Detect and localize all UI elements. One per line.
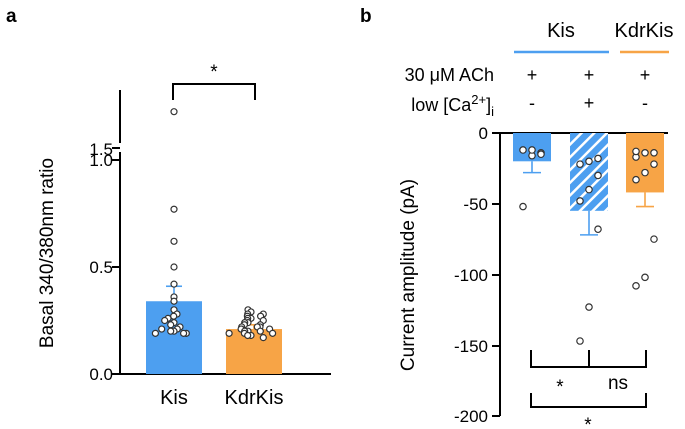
panel-a-point-0-13 bbox=[167, 321, 175, 329]
panel-b-point-2-5 bbox=[650, 160, 658, 168]
panel-a-point-0-11 bbox=[161, 316, 169, 325]
panel-b-point-0-5 bbox=[537, 150, 545, 159]
panel-a-points bbox=[151, 108, 277, 342]
panel-a-point-0-2 bbox=[170, 237, 178, 245]
panel-b-ca-value-kis-lowca: + bbox=[584, 93, 595, 113]
panel-b-group-label-kdrkis: KdrKis bbox=[615, 20, 674, 42]
panel-a-point-0-20 bbox=[151, 329, 159, 337]
panel-b-point-1-1 bbox=[585, 303, 593, 311]
panel-b-bars bbox=[513, 133, 664, 236]
panel-b-sig-label-3: * bbox=[584, 415, 592, 429]
panel-b-bar-1 bbox=[570, 133, 608, 211]
panel-b-ca-value-kdrkis: - bbox=[642, 93, 648, 113]
panel-b-condition-ach-label: 30 μM ACh bbox=[405, 65, 494, 85]
panel-a-y-axis-label: Basal 340/380nm ratio bbox=[37, 158, 58, 348]
panel-a-point-0-21 bbox=[180, 329, 188, 337]
panel-b-ach-value-kis-lowca: + bbox=[584, 65, 595, 85]
panel-b-point-2-2 bbox=[650, 235, 658, 243]
panel-b-ach-value-kdrkis: + bbox=[640, 65, 651, 85]
panel-b-point-0-3 bbox=[519, 146, 527, 154]
panel-b-group-label-kis: Kis bbox=[547, 20, 575, 42]
panel-a-point-0-3 bbox=[170, 263, 178, 271]
panel-a-point-1-27 bbox=[244, 331, 252, 340]
panel-b-point-2-4 bbox=[641, 168, 649, 177]
panel-b-bar-2 bbox=[626, 133, 664, 193]
panel-b-ytick-150: -150 bbox=[454, 337, 488, 356]
panel-a-category-kdrkis: KdrKis bbox=[225, 387, 284, 409]
panel-a-point-0-6 bbox=[170, 297, 178, 305]
panel-a-point-0-15 bbox=[158, 325, 166, 333]
panel-a-sig-label: * bbox=[210, 62, 218, 83]
panel-b-ca-value-kis: - bbox=[529, 93, 535, 113]
panel-a-letter: a bbox=[6, 6, 17, 27]
panel-a-point-1-22 bbox=[256, 327, 264, 335]
panel-a-ytick-1.5: 1.5 bbox=[89, 140, 113, 159]
panel-a-point-0-18 bbox=[167, 327, 175, 335]
panel-b-point-0-4 bbox=[528, 146, 536, 154]
panel-b-point-2-8 bbox=[650, 149, 658, 157]
panel-b-ytick-0: 0 bbox=[479, 124, 488, 143]
panel-b-point-1-7 bbox=[585, 157, 593, 166]
panel-a-ytick-0.0: 0.0 bbox=[89, 365, 113, 384]
panel-a-point-0-1 bbox=[170, 205, 178, 213]
panel-b-point-2-0 bbox=[632, 282, 640, 290]
panel-b-sig-label-2: ns bbox=[608, 373, 628, 394]
panel-b-point-1-8 bbox=[594, 154, 602, 163]
panel-b-sig-bracket-kis-vs-lowca bbox=[530, 350, 590, 368]
panel-b-point-1-3 bbox=[576, 197, 584, 205]
panel-b-sig-bracket-lowca-vs-kdrkis bbox=[588, 350, 647, 368]
panel-b-point-0-0 bbox=[519, 202, 527, 211]
panel-b-points bbox=[519, 146, 658, 345]
panel-a-point-1-24 bbox=[269, 329, 277, 337]
panel-b-sig-bracket-kis-vs-kdrkis bbox=[530, 393, 647, 408]
panel-b-y-axis-label: Current amplitude (pA) bbox=[398, 179, 419, 371]
panel-b-point-1-4 bbox=[585, 185, 593, 194]
panel-b-point-1-6 bbox=[576, 160, 584, 168]
panel-b-point-1-5 bbox=[594, 171, 602, 180]
panel-b-point-1-2 bbox=[594, 225, 602, 234]
panel-a-sig-bracket bbox=[172, 83, 256, 100]
panel-b-ytick-200: -200 bbox=[454, 407, 488, 426]
panel-a-point-0-4 bbox=[170, 280, 178, 288]
panel-a-ytick-1.0: 1.0 bbox=[89, 151, 113, 170]
panel-b-point-2-1 bbox=[641, 273, 649, 282]
panel-b-condition-ca-label: low [Ca2+]i bbox=[411, 92, 494, 119]
panel-b-point-2-7 bbox=[641, 149, 649, 157]
panel-b-ytick-50: -50 bbox=[463, 195, 488, 214]
panel-b-letter: b bbox=[360, 6, 372, 27]
panel-a-ytick-0.5: 0.5 bbox=[89, 258, 113, 277]
panel-b-point-2-9 bbox=[632, 147, 640, 156]
panel-a-point-0-9 bbox=[170, 312, 178, 320]
panel-b-point-1-0 bbox=[576, 337, 584, 345]
panel-a-point-0-0 bbox=[170, 108, 178, 116]
panel-b-sig-label-1: * bbox=[556, 377, 564, 398]
panel-a-point-1-28 bbox=[259, 334, 267, 342]
panel-a-point-1-25 bbox=[225, 329, 233, 337]
panel-b-point-2-3 bbox=[632, 175, 640, 184]
panel-b-ach-value-kis: + bbox=[527, 65, 538, 85]
panel-b-ytick-100: -100 bbox=[454, 266, 488, 285]
panel-a-category-kis: Kis bbox=[160, 387, 188, 409]
